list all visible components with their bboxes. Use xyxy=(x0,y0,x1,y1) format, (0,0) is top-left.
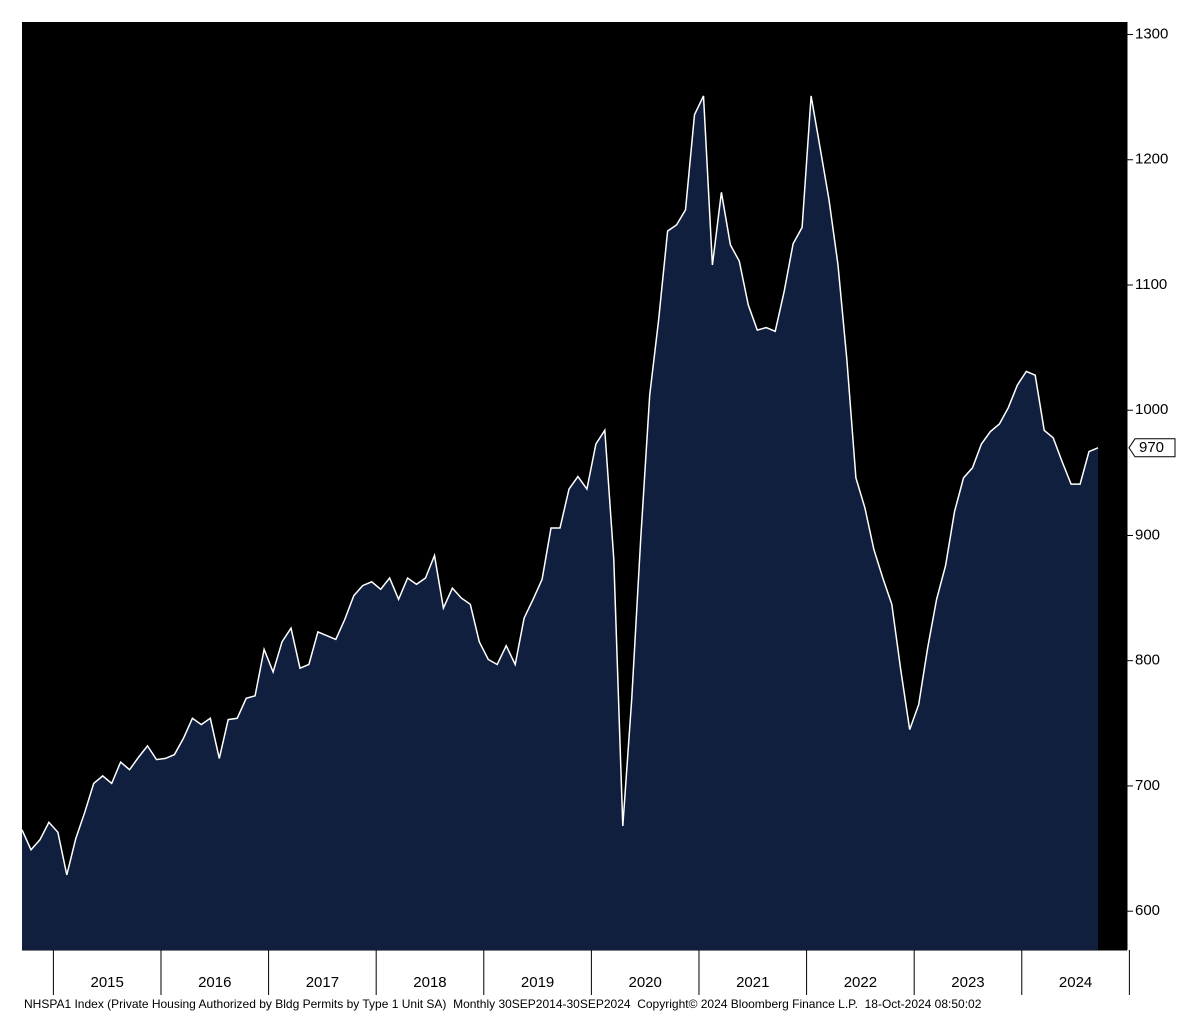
y-tick-label: 1300 xyxy=(1135,25,1168,42)
x-tick-label: 2018 xyxy=(413,974,446,991)
x-tick-label: 2022 xyxy=(844,974,877,991)
y-tick-label: 1000 xyxy=(1135,401,1168,418)
y-tick-label: 800 xyxy=(1135,652,1160,669)
y-tick-label: 700 xyxy=(1135,777,1160,794)
footer: NHSPA1 Index (Private Housing Authorized… xyxy=(24,997,982,1011)
x-tick-label: 2016 xyxy=(198,974,231,991)
line xyxy=(21,95,1099,876)
x-tick-label: 2017 xyxy=(306,974,339,991)
last-value-box xyxy=(1128,438,1176,458)
y-tick-label: 1200 xyxy=(1135,151,1168,168)
x-tick-label: 2021 xyxy=(736,974,769,991)
y-tick-label: 600 xyxy=(1135,902,1160,919)
area xyxy=(22,95,1098,950)
y-tick-label: 1100 xyxy=(1135,276,1167,293)
x-tick-label: 2023 xyxy=(951,974,984,991)
y-tick-label: 900 xyxy=(1135,526,1160,543)
last-value-label: 970 xyxy=(1139,439,1164,456)
x-tick-label: 2019 xyxy=(521,974,554,991)
x-tick-label: 2020 xyxy=(628,974,661,991)
x-tick-label: 2015 xyxy=(90,974,123,991)
x-tick-label: 2024 xyxy=(1059,974,1092,991)
